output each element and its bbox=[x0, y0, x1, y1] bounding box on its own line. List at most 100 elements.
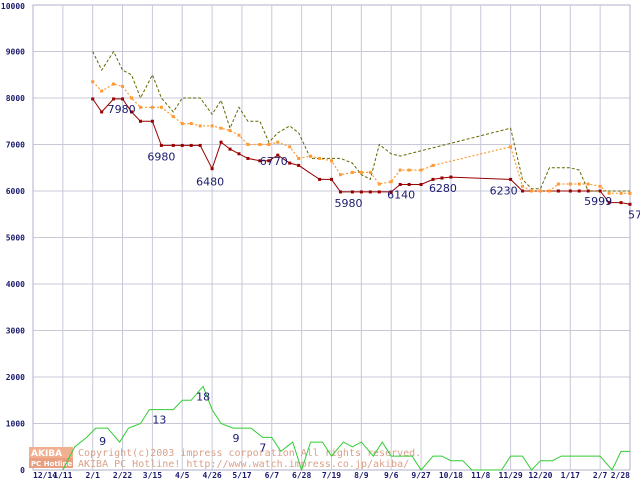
data-point-series_low bbox=[267, 159, 271, 163]
data-point-series_avg bbox=[577, 182, 581, 186]
data-point-series_avg bbox=[138, 105, 142, 109]
data-point-series_low bbox=[138, 119, 142, 123]
data-point-series_avg bbox=[598, 184, 602, 188]
data-label: 6280 bbox=[429, 182, 457, 195]
data-label: 7 bbox=[259, 441, 266, 454]
data-point-series_low bbox=[577, 189, 581, 193]
x-tick-label: 2/1 bbox=[85, 471, 100, 480]
data-label: 6980 bbox=[147, 150, 175, 163]
data-point-series_low bbox=[276, 153, 280, 157]
data-point-series_low bbox=[210, 167, 214, 171]
data-point-series_avg bbox=[180, 122, 184, 126]
data-point-series_low bbox=[449, 175, 453, 179]
x-tick-label: 2/7 bbox=[593, 471, 608, 480]
data-point-series_low bbox=[150, 119, 154, 123]
data-point-series_low bbox=[359, 190, 363, 194]
series-line-series_avg bbox=[92, 81, 630, 194]
data-point-series_low bbox=[586, 189, 590, 193]
data-point-series_low bbox=[258, 159, 262, 163]
data-point-series_avg bbox=[112, 82, 116, 86]
data-point-series_low bbox=[171, 143, 175, 147]
data-point-series_avg bbox=[159, 105, 163, 109]
data-point-series_low bbox=[112, 97, 116, 101]
series-line-series_high bbox=[92, 50, 630, 192]
akiba-logo: AKIBA PC Hotline! bbox=[29, 447, 75, 468]
data-point-series_avg bbox=[91, 80, 95, 84]
data-point-series_avg bbox=[297, 156, 301, 160]
data-point-series_avg bbox=[171, 115, 175, 119]
y-tick-label: 2000 bbox=[6, 373, 25, 382]
data-point-series_avg bbox=[586, 182, 590, 186]
data-point-series_avg bbox=[389, 180, 393, 184]
data-point-series_avg bbox=[338, 173, 342, 177]
data-point-series_avg bbox=[521, 184, 525, 188]
data-point-series_low bbox=[440, 176, 444, 180]
data-point-series_avg bbox=[407, 168, 411, 172]
data-point-series_avg bbox=[547, 189, 551, 193]
data-point-series_low bbox=[377, 190, 381, 194]
series-markers bbox=[91, 80, 632, 206]
data-label: 6230 bbox=[490, 184, 518, 197]
data-label: 6140 bbox=[387, 188, 415, 201]
data-point-series_low bbox=[350, 190, 354, 194]
data-point-series_low bbox=[91, 97, 95, 101]
data-point-series_low bbox=[130, 110, 134, 114]
data-point-series_avg bbox=[628, 191, 632, 195]
data-point-series_low bbox=[318, 177, 322, 181]
y-tick-label: 0 bbox=[20, 466, 25, 475]
data-point-series_low bbox=[338, 190, 342, 194]
data-point-series_avg bbox=[246, 143, 250, 146]
data-point-series_low bbox=[297, 163, 301, 167]
x-tick-label: 10/18 bbox=[439, 471, 463, 480]
data-point-series_avg bbox=[529, 189, 533, 193]
data-point-series_avg bbox=[130, 96, 134, 100]
data-label: 7980 bbox=[108, 103, 136, 116]
data-point-series_low bbox=[509, 177, 513, 181]
x-tick-label: 6/28 bbox=[292, 471, 311, 480]
copyright-text: Copyright(c)2003 impress corporation All… bbox=[78, 448, 421, 459]
data-label: 5980 bbox=[334, 197, 362, 210]
x-tick-label: 1/11 bbox=[53, 471, 72, 480]
data-point-series_low bbox=[189, 143, 193, 147]
data-point-series_low bbox=[568, 189, 572, 193]
hotline-url-text: AKIBA PC Hotline! http://www.watch.impre… bbox=[78, 459, 409, 470]
data-point-series_low bbox=[398, 182, 402, 186]
logo-top-text: AKIBA bbox=[31, 449, 62, 459]
data-label: 6480 bbox=[196, 176, 224, 189]
y-tick-label: 6000 bbox=[6, 187, 25, 196]
data-point-series_avg bbox=[607, 191, 611, 195]
x-tick-label: 2/28 bbox=[611, 471, 630, 480]
y-tick-label: 3000 bbox=[6, 327, 25, 336]
data-point-series_avg bbox=[237, 133, 241, 137]
data-point-series_low bbox=[100, 110, 104, 114]
data-point-series_low bbox=[228, 147, 232, 151]
data-point-series_avg bbox=[318, 156, 322, 160]
x-tick-label: 7/19 bbox=[322, 471, 341, 480]
data-point-series_avg bbox=[619, 191, 623, 195]
data-labels: 7980 6980 6480 6770 5980 6140 6280 6230 5999 5715… bbox=[99, 103, 640, 455]
x-tick-label: 9/27 bbox=[411, 471, 430, 480]
data-label: 5999 bbox=[584, 195, 612, 208]
data-point-series_low bbox=[198, 143, 202, 147]
logo-bottom-text: PC Hotline! bbox=[31, 460, 75, 468]
data-label: 6770 bbox=[260, 155, 288, 168]
data-point-series_low bbox=[246, 156, 250, 160]
data-point-series_avg bbox=[556, 182, 560, 186]
data-point-series_avg bbox=[228, 129, 232, 133]
data-point-series_low bbox=[628, 202, 632, 206]
data-point-series_avg bbox=[431, 163, 435, 167]
y-tick-label: 1000 bbox=[6, 420, 25, 429]
data-point-series_low bbox=[407, 182, 411, 186]
watermark: AKIBA PC Hotline! Copyright(c)2003 impre… bbox=[29, 447, 421, 470]
grid-lines bbox=[33, 5, 630, 470]
data-point-series_avg bbox=[100, 89, 104, 93]
data-point-series_avg bbox=[267, 143, 271, 146]
data-point-series_avg bbox=[258, 143, 262, 146]
data-point-series_avg bbox=[150, 105, 154, 109]
x-tick-label: 8/9 bbox=[354, 471, 369, 480]
data-point-series_low bbox=[619, 201, 623, 205]
data-point-series_low bbox=[330, 177, 333, 181]
data-point-series_low bbox=[556, 189, 560, 193]
data-point-series_avg bbox=[419, 168, 423, 172]
data-point-series_avg bbox=[568, 182, 572, 186]
